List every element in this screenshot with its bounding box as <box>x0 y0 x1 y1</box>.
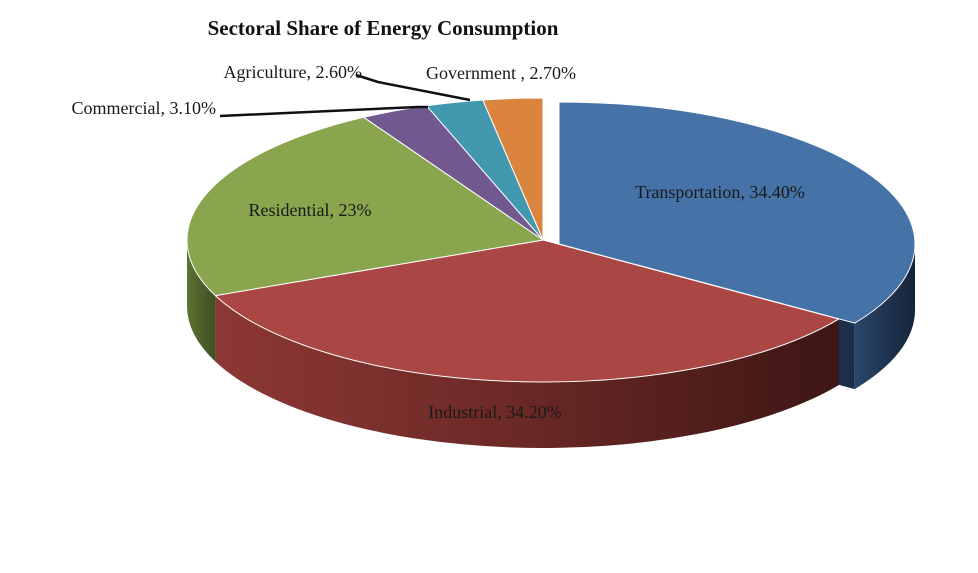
pie-tops <box>186 97 916 383</box>
slice-label-commercial: Commercial, 3.10% <box>72 98 216 118</box>
chart-title: Sectoral Share of Energy Consumption <box>207 16 559 40</box>
slice-industrial <box>214 239 840 383</box>
slice-side-residential <box>187 240 216 362</box>
slice-government <box>482 97 544 241</box>
slice-label-agriculture: Agriculture, 2.60% <box>224 62 362 82</box>
leader-lines <box>219 73 471 118</box>
slice-label-residential: Residential, 23% <box>249 200 372 220</box>
slice-label-industrial: Industrial, 34.20% <box>428 402 561 422</box>
slice-label-government: Government , 2.70% <box>426 63 576 83</box>
leader-line-commercial <box>219 105 428 118</box>
slice-labels: Transportation, 34.40% Industrial, 34.20%… <box>72 62 805 422</box>
slice-transportation <box>558 101 916 324</box>
slice-label-transportation: Transportation, 34.40% <box>635 182 805 202</box>
slice-residential <box>186 116 545 297</box>
slice-side-transportation <box>854 244 915 390</box>
slice-side-industrial <box>215 295 839 448</box>
leader-line-agriculture <box>355 73 471 102</box>
